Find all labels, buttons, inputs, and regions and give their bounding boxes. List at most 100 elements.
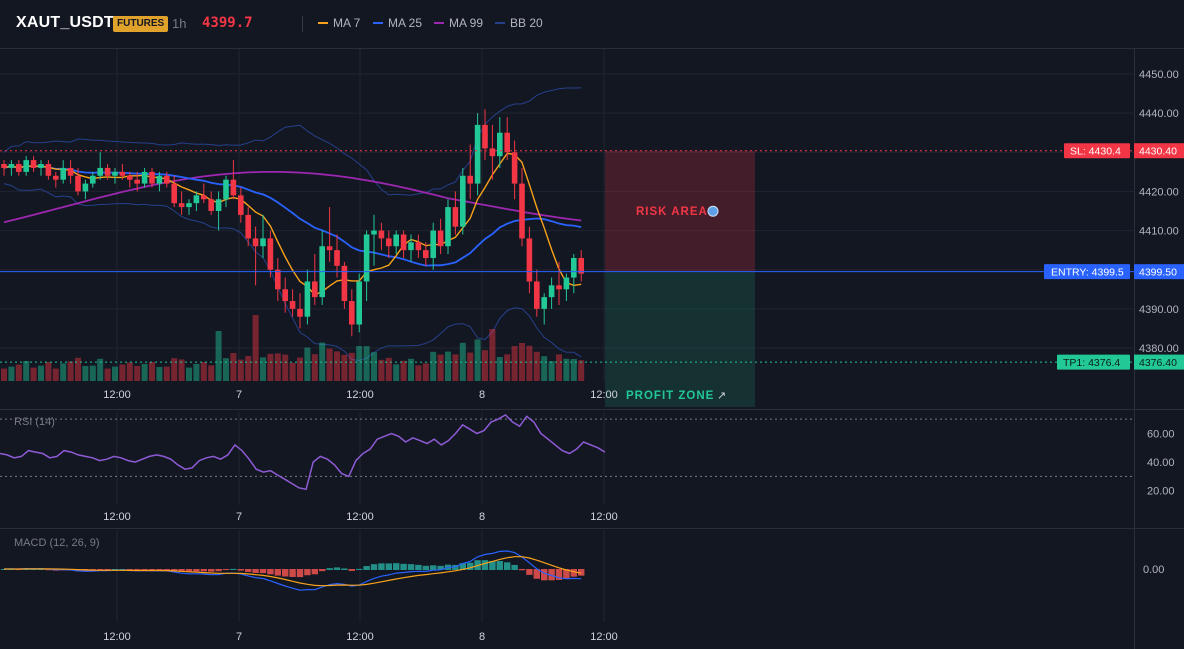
volume-bar: [378, 359, 385, 381]
macd-histogram-bar: [126, 569, 133, 571]
stop-loss-tag[interactable]: SL: 4430.4 4430.40: [1064, 143, 1184, 159]
volume-bar: [319, 342, 326, 381]
candle-body: [8, 164, 15, 168]
macd-histogram-bar: [230, 568, 237, 570]
volume-bar: [452, 354, 459, 381]
moving-averages: [3, 152, 582, 296]
candle-body: [230, 179, 237, 196]
macd-histogram-bar: [141, 569, 148, 571]
legend-ma99[interactable]: MA 99: [434, 16, 483, 30]
macd-histogram-bar: [422, 565, 429, 570]
bb-lower-line: [3, 183, 582, 362]
volume-bar: [82, 366, 89, 381]
macd-histogram-bar: [237, 569, 244, 571]
legend-ma7-label: MA 7: [333, 16, 361, 30]
candle-body: [104, 167, 111, 176]
header-divider: [302, 16, 303, 32]
macd-histogram-bar: [467, 562, 474, 570]
tp-price-bg: [1134, 354, 1184, 370]
macd-histogram-bar: [185, 569, 193, 572]
time-tick-label: 12:00: [346, 389, 374, 401]
candle-body: [489, 148, 496, 157]
volume-bar: [385, 357, 392, 381]
macd-histogram-bar: [296, 569, 304, 578]
volume-bar: [223, 358, 229, 381]
interval-selector[interactable]: 1h: [172, 16, 187, 31]
volume-bar: [474, 339, 481, 381]
macd-signal-line: [4, 556, 582, 587]
volume-bar: [496, 357, 503, 381]
volume-bar: [134, 366, 141, 381]
macd-histogram-bar: [541, 569, 548, 581]
legend-bb20[interactable]: BB 20: [495, 16, 543, 30]
entry-tag[interactable]: ENTRY: 4399.5 4399.50: [1044, 264, 1184, 280]
profit-zone-label: PROFIT ZONE: [626, 390, 714, 402]
macd-histogram-bar: [378, 563, 385, 570]
volume-bar: [459, 342, 466, 381]
entry-tag-text: ENTRY: 4399.5: [1051, 267, 1124, 279]
candle-body: [408, 242, 414, 251]
price-tick-label: 4440.00: [1139, 108, 1179, 120]
candle-body: [371, 230, 377, 235]
macd-histogram-bar: [326, 568, 333, 570]
candle-body: [45, 164, 52, 176]
candle-body: [378, 230, 385, 239]
legend-ma25[interactable]: MA 25: [373, 16, 422, 30]
volume-bar: [282, 354, 289, 381]
candle-body: [82, 183, 89, 192]
candle-body: [474, 124, 481, 184]
volume-bar: [156, 367, 163, 381]
macd-histogram-bar: [282, 569, 289, 577]
volume-bar: [445, 351, 451, 381]
candle-body: [97, 167, 103, 176]
rsi-tick-label: 20.00: [1147, 486, 1175, 498]
sl-price-label: 4430.40: [1139, 146, 1177, 158]
time-tick-label: 12:00: [590, 389, 618, 401]
time-tick-label: 12:00: [590, 511, 618, 523]
volume-bar: [104, 368, 111, 381]
candle-body: [67, 167, 74, 176]
symbol-name[interactable]: XAUT_USDT: [16, 14, 114, 31]
candle-body: [260, 238, 266, 247]
macd-histogram-bar: [333, 567, 341, 570]
candle-body: [326, 246, 333, 251]
candle-body: [38, 164, 44, 168]
macd-pane[interactable]: 0.00: [0, 550, 1165, 591]
tp-price-label: 4376.40: [1139, 357, 1177, 369]
volume-bar: [348, 352, 355, 381]
macd-histogram-bar: [163, 569, 170, 571]
bollinger-bands: [3, 87, 582, 362]
volume-bar: [356, 346, 363, 381]
volume-bar: [371, 352, 377, 381]
candle-body: [252, 238, 259, 247]
sl-tag-bg: [1064, 143, 1130, 159]
time-tick-label: 7: [236, 631, 242, 643]
tp-tag-bg: [1057, 354, 1130, 370]
volume-bar: [112, 366, 118, 381]
candle-body: [563, 277, 570, 290]
volume-bar: [23, 361, 30, 381]
bb20-swatch: [495, 22, 505, 24]
legend-ma7[interactable]: MA 7: [318, 16, 360, 30]
candle-body: [556, 285, 562, 290]
sl-price-bg: [1134, 143, 1184, 159]
take-profit-tag[interactable]: TP1: 4376.4 4376.40: [1057, 354, 1184, 370]
volume-bar: [437, 354, 444, 381]
volume-bar: [578, 360, 585, 381]
candle-body: [141, 171, 148, 184]
candle-body: [341, 265, 348, 302]
tp-tag-text: TP1: 4376.4: [1063, 357, 1120, 369]
macd-histogram-bar: [252, 569, 259, 574]
volume-bar: [415, 365, 422, 381]
legend-bb20-label: BB 20: [510, 16, 543, 30]
rsi-pane[interactable]: 60.00 40.00 20.00: [0, 413, 1175, 498]
candle-body: [519, 183, 525, 239]
candlesticks[interactable]: [1, 109, 584, 337]
candle-body: [541, 297, 547, 309]
macd-histogram-bar: [407, 564, 415, 570]
macd-histogram-bar: [385, 563, 392, 570]
volume-bar: [519, 343, 525, 381]
candle-body: [90, 175, 96, 184]
candle-body: [186, 203, 192, 208]
